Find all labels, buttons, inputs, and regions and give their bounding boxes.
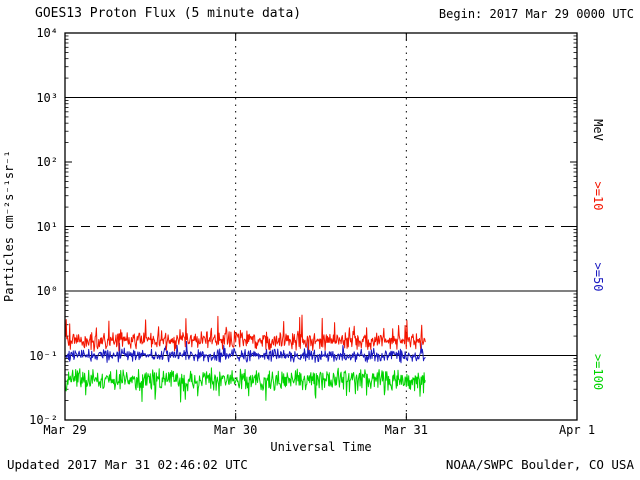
y-tick-label: 10⁻¹ [29, 348, 58, 363]
y-tick-label: 10³ [36, 90, 58, 105]
source-attribution: NOAA/SWPC Boulder, CO USA [445, 457, 634, 472]
y-tick-label: 10⁰ [36, 284, 58, 298]
plot-border [64, 32, 578, 421]
y-tick-label: 10² [36, 155, 58, 169]
series-label-gte-50-MeV: >=50 [591, 262, 605, 292]
series-line-gte-10-MeV [64, 314, 426, 352]
x-tick-label: Mar 29 [43, 423, 87, 437]
chart-title: GOES13 Proton Flux (5 minute data) [35, 6, 302, 21]
series-label-gte-100-MeV: >=100 [591, 353, 605, 390]
updated-timestamp: Updated 2017 Mar 31 02:46:02 UTC [7, 457, 248, 472]
right-axis-unit-label: MeV [591, 119, 605, 141]
series-label-gte-10-MeV: >=10 [591, 181, 605, 210]
y-tick-label: 10⁻² [29, 413, 58, 427]
x-axis-label: Universal Time [270, 440, 372, 454]
y-tick-label: 10⁴ [36, 26, 58, 40]
x-tick-label: Mar 31 [384, 423, 429, 437]
series-line-gte-50-MeV [64, 340, 426, 364]
series-line-gte-100-MeV [64, 367, 426, 403]
x-tick-label: Apr 1 [558, 423, 596, 437]
x-tick-label: Mar 30 [213, 423, 258, 437]
begin-time-label: Begin: 2017 Mar 29 0000 UTC [438, 7, 634, 21]
y-tick-label: 10¹ [36, 219, 58, 234]
